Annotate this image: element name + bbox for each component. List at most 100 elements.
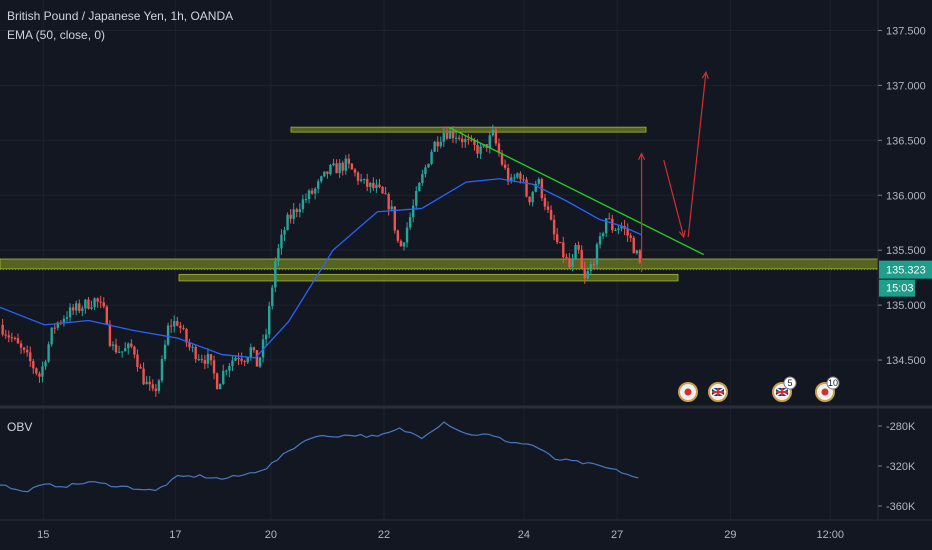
candle-body [267, 306, 271, 335]
candle-body [228, 366, 231, 371]
candle-body [601, 233, 605, 237]
event-markers[interactable]: 5 10 [678, 376, 840, 402]
candle-body [620, 225, 623, 229]
candle-body [292, 209, 295, 219]
price-tags: 135.323 15:03 [0, 260, 932, 297]
candle-body [298, 209, 302, 213]
candle-body [108, 324, 112, 346]
candle-body [595, 244, 599, 265]
candle-body [191, 346, 194, 348]
time-axis[interactable]: 15 17 20 22 24 27 29 12:00 [37, 529, 844, 541]
candle-body [457, 137, 461, 139]
candle-body [249, 347, 253, 358]
candle-body [19, 343, 23, 348]
candle-body [111, 344, 115, 346]
candle-body [225, 370, 228, 372]
time-tick-label: 22 [378, 529, 390, 541]
candle-body [396, 230, 400, 241]
candle-body [142, 368, 145, 385]
candle-body [240, 358, 243, 362]
candle-body [231, 360, 234, 367]
candle-body [494, 130, 498, 144]
candle-body [74, 303, 78, 311]
candle-body [341, 162, 344, 171]
candle-body [194, 346, 197, 360]
event-marker[interactable] [708, 382, 728, 402]
candle-body [139, 367, 142, 369]
candle-body [375, 184, 378, 189]
candle-body [169, 325, 173, 327]
candle-body [25, 349, 29, 353]
obv-axis[interactable]: -280K -320K -360K [878, 421, 916, 513]
candle-body [32, 361, 35, 369]
projection-arrowhead-1 [637, 152, 646, 161]
candle-body [522, 179, 525, 181]
price-tick-label: 135.000 [886, 300, 926, 312]
candle-body [464, 139, 467, 143]
candle-body [124, 348, 127, 352]
candle-body [552, 219, 556, 235]
ema-legend[interactable]: EMA (50, close, 0) [7, 28, 106, 42]
obv-tick-label: -320K [886, 461, 916, 473]
candle-body [304, 199, 308, 201]
candle-body [568, 258, 571, 268]
candle-body [188, 342, 191, 348]
candle-body [148, 381, 151, 385]
candle-body [534, 183, 537, 192]
candle-body [289, 214, 292, 219]
obv-legend[interactable]: OBV [7, 420, 33, 434]
candle-body [381, 186, 384, 194]
candle-body [310, 190, 314, 194]
candle-body [629, 235, 632, 238]
candle-body [497, 143, 501, 154]
candle-body [246, 357, 249, 363]
candle-body [120, 351, 124, 353]
chart-title[interactable]: British Pound / Japanese Yen, 1h, OANDA [7, 9, 234, 23]
candle-body [433, 141, 436, 152]
candle-body [411, 205, 415, 218]
candle-body [586, 271, 590, 279]
candle-body [427, 163, 430, 168]
event-marker[interactable]: 5 [772, 376, 797, 402]
candle-body [323, 171, 326, 177]
candle-body [519, 173, 522, 180]
zone-resistance [290, 126, 647, 133]
drawings[interactable] [448, 70, 709, 273]
current-price-label: 135.323 [886, 265, 926, 277]
candle-body [50, 327, 53, 345]
candle-body [424, 167, 427, 175]
price-tick-label: 135.500 [886, 245, 926, 257]
candle-body [353, 169, 357, 173]
time-tick-label: 27 [611, 529, 623, 541]
candle-body [436, 141, 439, 147]
candle-body [127, 343, 130, 349]
candle-body [326, 171, 329, 175]
candle-body [479, 146, 482, 154]
candle-body [222, 370, 225, 384]
candle-body [280, 234, 283, 249]
event-marker[interactable]: 10 [815, 376, 840, 402]
candle-body [445, 133, 449, 139]
candles [1, 124, 642, 397]
price-axis[interactable]: 137.500 137.000 136.500 136.000 135.500 135.0… [878, 25, 926, 367]
candle-body [614, 229, 617, 231]
candle-body [252, 347, 256, 351]
obv-tick-label: -280K [886, 421, 916, 433]
candle-body [565, 257, 568, 259]
candle-body [384, 193, 387, 195]
candle-body [580, 249, 583, 269]
candle-body [467, 139, 470, 141]
candle-body [206, 354, 210, 364]
candle-body [197, 359, 200, 361]
candle-body [163, 344, 167, 360]
event-marker[interactable] [678, 382, 698, 402]
candle-body [562, 242, 565, 258]
candle-body [117, 351, 121, 353]
candle-body [212, 360, 216, 374]
candle-body [157, 380, 161, 392]
candle-body [448, 131, 452, 139]
candle-body [99, 301, 102, 303]
candle-body [473, 139, 476, 145]
projection-arrow-2 [663, 159, 685, 238]
